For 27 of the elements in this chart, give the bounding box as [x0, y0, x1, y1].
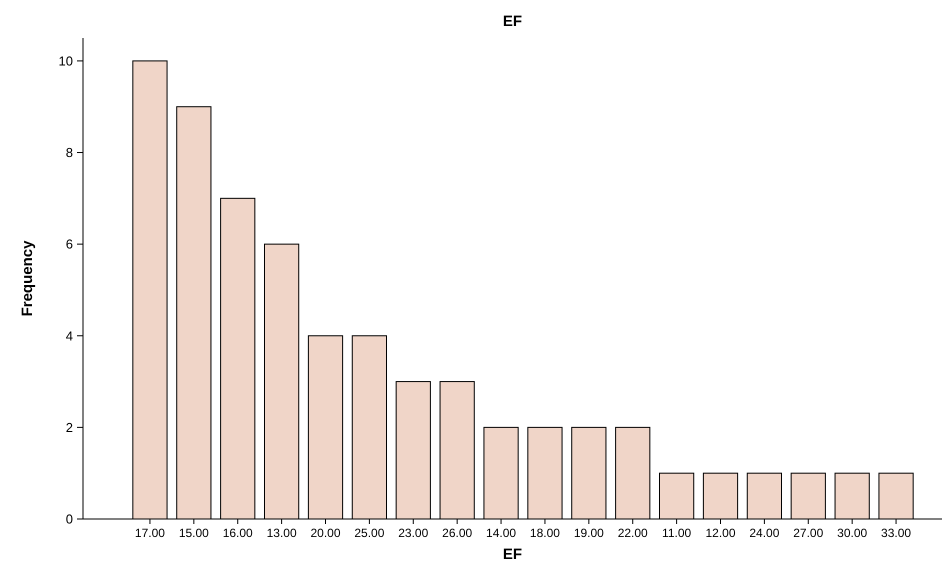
x-tick-label: 26.00	[442, 526, 473, 540]
x-tick-label: 20.00	[310, 526, 341, 540]
x-tick-label: 23.00	[398, 526, 429, 540]
x-tick-label: 12.00	[705, 526, 736, 540]
x-tick-label: 30.00	[837, 526, 868, 540]
y-axis-title: Frequency	[19, 240, 36, 316]
x-tick-label: 22.00	[618, 526, 648, 540]
x-tick-label: 33.00	[881, 526, 912, 540]
x-tick-label: 18.00	[530, 526, 560, 540]
y-tick-label: 0	[66, 512, 73, 527]
x-tick-label: 19.00	[574, 526, 604, 540]
y-tick-label: 8	[66, 145, 73, 160]
y-tick-label: 2	[66, 420, 73, 435]
x-tick-label: 14.00	[486, 526, 516, 540]
x-tick-label: 25.00	[354, 526, 385, 540]
x-tick-label: 17.00	[134, 526, 166, 540]
y-tick-label: 10	[58, 53, 73, 68]
x-tick-label: 27.00	[793, 526, 824, 540]
x-tick-label: 16.00	[222, 526, 254, 540]
x-tick-label: 15.00	[178, 526, 210, 540]
x-tick-label: 11.00	[662, 526, 692, 540]
y-tick-label: 6	[66, 236, 73, 252]
x-axis-title: EF	[502, 546, 522, 563]
x-tick-label: 24.00	[749, 526, 780, 540]
y-tick-label: 4	[66, 328, 73, 344]
chart-title: EF	[502, 13, 522, 30]
x-tick-label: 13.00	[266, 526, 297, 540]
